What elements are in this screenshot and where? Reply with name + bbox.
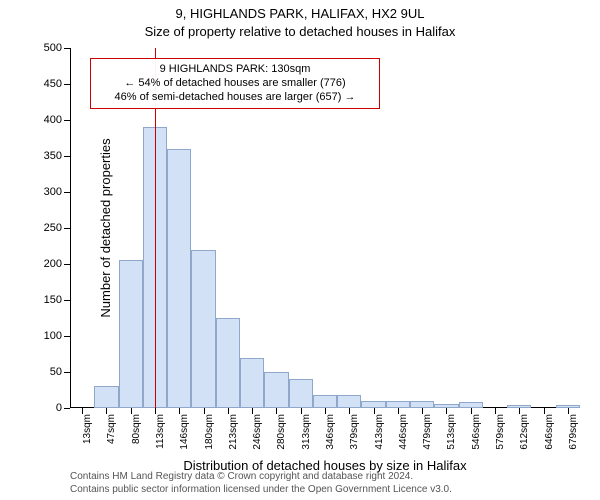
- x-tick-label: 679sqm: [568, 414, 579, 450]
- x-tick-label: 246sqm: [252, 414, 263, 450]
- y-tick: [64, 408, 70, 409]
- histogram-bar: [410, 401, 434, 408]
- y-tick: [64, 336, 70, 337]
- x-tick-label: 213sqm: [228, 414, 239, 450]
- y-tick: [64, 300, 70, 301]
- x-tick-label: 280sqm: [276, 414, 287, 450]
- annotation-line-1: 9 HIGHLANDS PARK: 130sqm: [97, 63, 373, 77]
- y-tick-label: 0: [56, 402, 62, 414]
- annotation-line-2: ← 54% of detached houses are smaller (77…: [97, 77, 373, 91]
- x-tick-label: 546sqm: [471, 414, 482, 450]
- y-tick-label: 200: [44, 258, 62, 270]
- annotation-box: 9 HIGHLANDS PARK: 130sqm ← 54% of detach…: [90, 58, 380, 109]
- x-tick-label: 47sqm: [106, 414, 117, 444]
- histogram-bar: [119, 260, 143, 408]
- x-tick-label: 113sqm: [155, 414, 166, 449]
- annotation-line-3: 46% of semi-detached houses are larger (…: [97, 91, 373, 105]
- histogram-bar: [289, 379, 313, 408]
- histogram-bar: [94, 386, 118, 408]
- y-tick: [64, 372, 70, 373]
- x-tick-label: 13sqm: [82, 414, 93, 444]
- y-tick-label: 100: [44, 330, 62, 342]
- x-tick-label: 513sqm: [446, 414, 457, 450]
- address-title: 9, HIGHLANDS PARK, HALIFAX, HX2 9UL: [0, 6, 600, 21]
- x-tick-label: 612sqm: [519, 414, 530, 450]
- y-tick-label: 400: [44, 114, 62, 126]
- x-tick-label: 579sqm: [495, 414, 506, 450]
- y-tick: [64, 48, 70, 49]
- y-tick-label: 250: [44, 222, 62, 234]
- histogram-bar: [386, 401, 410, 408]
- y-tick-label: 350: [44, 150, 62, 162]
- x-tick-label: 146sqm: [179, 414, 190, 450]
- x-tick-label: 379sqm: [349, 414, 360, 450]
- y-tick: [64, 84, 70, 85]
- y-tick-label: 150: [44, 294, 62, 306]
- y-tick: [64, 156, 70, 157]
- x-tick-label: 180sqm: [204, 414, 215, 450]
- histogram-bar: [240, 358, 264, 408]
- footer-line-2: Contains public sector information licen…: [70, 484, 452, 497]
- x-tick-label: 479sqm: [422, 414, 433, 450]
- histogram-bar: [313, 395, 337, 408]
- y-tick: [64, 264, 70, 265]
- y-tick-label: 450: [44, 78, 62, 90]
- y-tick: [64, 228, 70, 229]
- y-axis-label: Number of detached properties: [98, 138, 113, 317]
- footer-line-1: Contains HM Land Registry data © Crown c…: [70, 471, 452, 484]
- x-tick-label: 413sqm: [374, 414, 385, 450]
- y-tick-label: 500: [44, 42, 62, 54]
- histogram-bar: [337, 395, 361, 408]
- x-tick-label: 313sqm: [301, 414, 312, 450]
- histogram-bar: [361, 401, 385, 408]
- footer: Contains HM Land Registry data © Crown c…: [70, 471, 452, 496]
- chart-root: 9, HIGHLANDS PARK, HALIFAX, HX2 9UL Size…: [0, 0, 600, 500]
- x-tick-label: 80sqm: [131, 414, 142, 444]
- y-tick: [64, 192, 70, 193]
- y-tick: [64, 120, 70, 121]
- y-tick-label: 300: [44, 186, 62, 198]
- histogram-bar: [216, 318, 240, 408]
- histogram-bar: [264, 372, 288, 408]
- plot-area: 050100150200250300350400450500 Number of…: [70, 48, 580, 408]
- x-tick-label: 446sqm: [398, 414, 409, 450]
- y-tick-label: 50: [50, 366, 62, 378]
- histogram-bar: [167, 149, 191, 408]
- histogram-bar: [191, 250, 215, 408]
- subtitle: Size of property relative to detached ho…: [0, 24, 600, 39]
- x-tick-label: 646sqm: [544, 414, 555, 450]
- x-tick-label: 346sqm: [325, 414, 336, 450]
